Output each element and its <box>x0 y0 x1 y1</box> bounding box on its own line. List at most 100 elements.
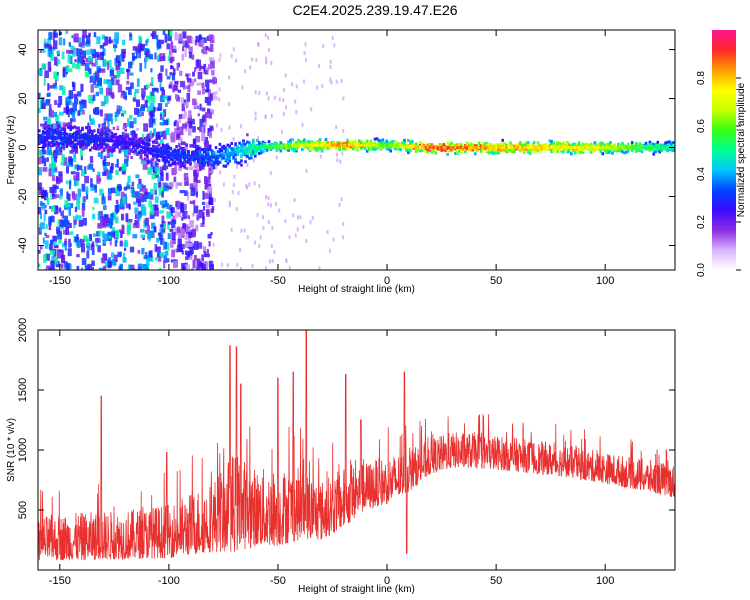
noise-cell <box>107 170 112 180</box>
ridge-core-cell <box>473 146 477 150</box>
ridge-core-cell <box>352 143 355 147</box>
ridge-cell <box>177 148 180 152</box>
ridge-cell <box>389 145 392 149</box>
noise-cell <box>150 230 155 238</box>
ridge-cell <box>116 145 120 149</box>
ridge-cell <box>67 138 71 142</box>
noise-cell <box>189 81 195 86</box>
noise-cell <box>163 144 168 151</box>
noise-cell <box>121 224 124 233</box>
ridge-cell <box>161 143 165 147</box>
ridge-cell <box>167 160 171 164</box>
noise-cell <box>57 103 61 108</box>
ridge-cell <box>672 141 675 145</box>
ridge-cell <box>216 162 220 166</box>
ridge-cell <box>511 150 514 154</box>
ridge-cell <box>43 131 47 135</box>
noise-cell <box>169 49 172 55</box>
noise-cell <box>61 210 64 219</box>
ridge-cell <box>163 159 167 163</box>
ridge-cell <box>442 148 446 152</box>
ridge-core-cell <box>430 146 434 150</box>
ridge-cell <box>532 141 536 145</box>
noise-cell <box>151 76 154 86</box>
ridge-cell <box>204 148 208 152</box>
ridge-core-cell <box>497 146 500 150</box>
ridge-cell <box>155 154 159 158</box>
noise-cell <box>78 165 83 171</box>
ridge-cell <box>136 152 139 156</box>
ridge-cell <box>55 140 59 144</box>
noise-cell <box>38 149 43 156</box>
noise-cell <box>65 226 69 235</box>
noise-cell <box>63 204 69 210</box>
noise-cell <box>137 198 142 207</box>
noise-cell <box>209 43 214 52</box>
noise-cell <box>171 249 176 258</box>
ridge-cell <box>96 146 100 150</box>
ridge-core-cell <box>450 146 453 150</box>
noise-cell <box>157 176 161 183</box>
ridge-cell <box>87 143 90 147</box>
ridge-cell <box>289 138 292 142</box>
noise-cell <box>142 264 148 270</box>
ridge-core-cell <box>648 146 652 150</box>
ridge-core-cell <box>652 146 656 150</box>
noise-cell <box>67 222 72 228</box>
noise-cell <box>134 88 140 94</box>
ridge-cell <box>69 125 72 129</box>
ridge-cell <box>67 134 71 138</box>
ridge-cell <box>191 157 194 161</box>
noise-cell <box>301 122 304 127</box>
ridge-core-cell <box>603 146 606 150</box>
noise-cell <box>188 130 192 136</box>
ridge-core-cell <box>401 144 404 148</box>
spectrogram-cells <box>38 30 675 270</box>
ridge-cell <box>460 149 463 153</box>
ridge-cell <box>664 144 667 148</box>
noise-cell <box>50 245 54 252</box>
noise-cell <box>329 65 332 69</box>
ridge-core-cell <box>434 146 438 150</box>
ridge-cell <box>407 139 410 143</box>
snr-ytick-label: 1500 <box>17 378 29 402</box>
ridge-cell <box>367 141 371 145</box>
ridge-core-cell <box>314 143 318 147</box>
noise-cell <box>159 81 162 88</box>
noise-cell <box>170 240 174 248</box>
noise-cell <box>189 183 194 190</box>
ridge-cell <box>387 147 391 151</box>
noise-cell <box>95 243 98 247</box>
ridge-cell <box>216 160 220 164</box>
ridge-core-cell <box>40 136 43 140</box>
noise-cell <box>119 67 125 74</box>
noise-cell <box>205 79 210 87</box>
ridge-cell <box>75 133 78 137</box>
noise-cell <box>107 62 110 70</box>
ridge-cell <box>499 142 502 146</box>
spectrogram-xtick-label: 100 <box>596 275 614 287</box>
ridge-core-cell <box>466 146 469 150</box>
noise-cell <box>116 158 119 168</box>
ridge-core-cell <box>411 144 414 148</box>
ridge-cell <box>257 147 261 151</box>
ridge-cell <box>307 146 310 150</box>
ridge-cell <box>415 149 418 153</box>
ridge-cell <box>438 147 442 151</box>
noise-cell <box>111 252 115 258</box>
ridge-cell <box>224 158 228 161</box>
ridge-cell <box>169 151 173 155</box>
ridge-cell <box>656 144 660 147</box>
ridge-cell <box>85 133 88 137</box>
ridge-cell <box>587 144 591 148</box>
ridge-cell <box>650 142 654 146</box>
noise-cell <box>97 68 101 73</box>
noise-cell <box>181 216 184 221</box>
ridge-cell <box>104 143 108 147</box>
noise-cell <box>44 268 47 270</box>
noise-cell <box>70 171 76 175</box>
ridge-cell <box>177 157 180 161</box>
ridge-core-cell <box>98 138 102 142</box>
ridge-cell <box>208 158 212 162</box>
noise-cell <box>154 161 158 167</box>
